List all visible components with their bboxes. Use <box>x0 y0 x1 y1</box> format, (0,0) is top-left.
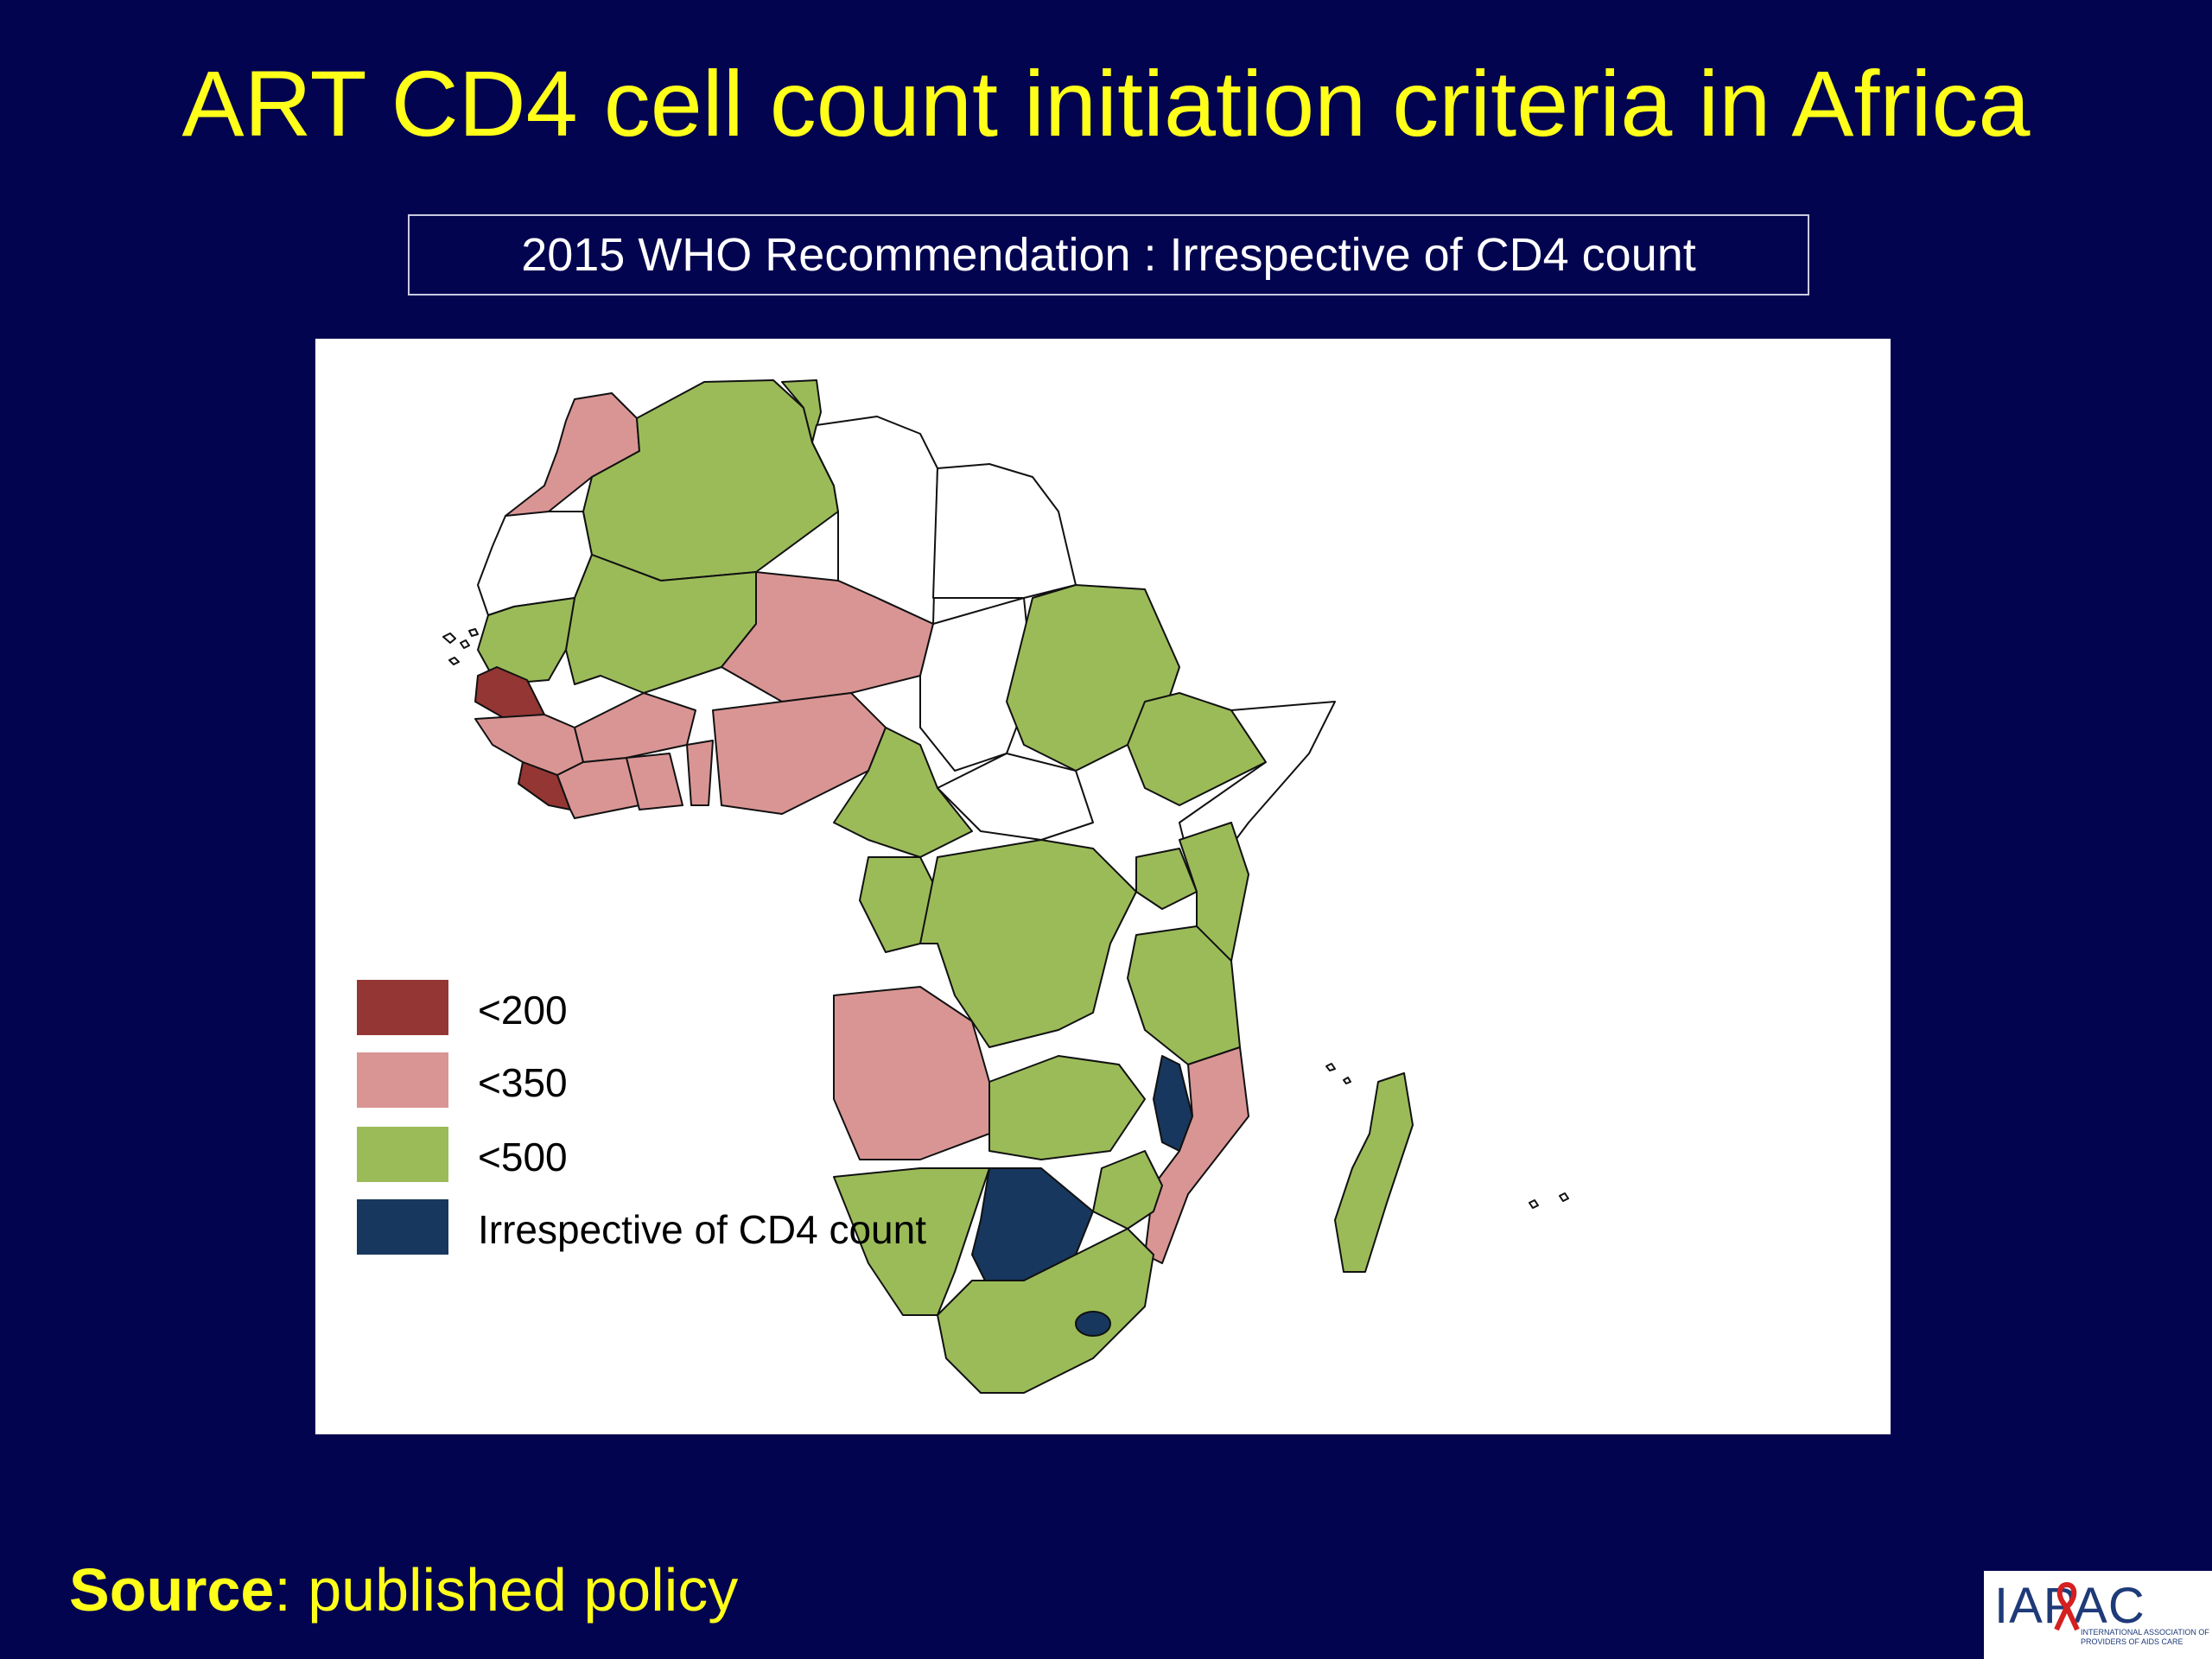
region-madagascar <box>1334 1072 1414 1273</box>
source-text: : published policy <box>274 1556 739 1624</box>
region-namibia <box>833 1167 990 1316</box>
region-mauritius <box>1529 1192 1569 1209</box>
source-label: Source <box>69 1556 275 1624</box>
legend-swatch <box>357 1199 448 1255</box>
legend-item-lt200: <200 <box>357 980 1048 1037</box>
legend-swatch <box>357 980 448 1035</box>
region-chad <box>919 597 1033 772</box>
region-zambia <box>988 1055 1146 1160</box>
legend-item-lt500: <500 <box>357 1127 1048 1184</box>
iapac-logo: IAPAC INTERNATIONAL ASSOCIATION OF PROVI… <box>1984 1571 2212 1659</box>
legend-item-lt350: <350 <box>357 1052 1048 1109</box>
region-ghana <box>626 753 683 810</box>
africa-map <box>442 379 1569 1394</box>
slide-title: ART CD4 cell count initiation criteria i… <box>181 51 2031 156</box>
logo-subtitle: INTERNATIONAL ASSOCIATION OF PROVIDERS O… <box>2081 1628 2209 1646</box>
region-west-sahel <box>477 597 575 685</box>
who-recommendation-box: 2015 WHO Recommendation : Irrespective o… <box>408 214 1809 296</box>
region-cape-verde <box>442 628 479 665</box>
legend-label: Irrespective of CD4 count <box>478 1207 927 1252</box>
region-egypt <box>932 463 1077 599</box>
red-ribbon-icon <box>2054 1581 2080 1631</box>
region-togo-benin <box>686 740 714 806</box>
region-liberia <box>518 761 571 810</box>
region-drc <box>919 839 1137 1048</box>
source-line: Source: published policy <box>69 1551 738 1629</box>
region-uganda <box>1135 848 1198 910</box>
region-south-africa <box>937 1228 1154 1394</box>
region-ethiopia <box>1127 692 1267 806</box>
map-panel: <200 <350 <500 Irrespective of CD4 count <box>315 339 1891 1434</box>
legend-swatch <box>357 1052 448 1108</box>
region-car <box>937 753 1094 841</box>
region-algeria <box>582 379 839 582</box>
region-niger <box>721 571 934 702</box>
legend-label: <200 <box>478 988 568 1033</box>
legend-swatch <box>357 1127 448 1182</box>
legend-item-irrespective: Irrespective of CD4 count <box>357 1199 1048 1256</box>
region-comoros <box>1325 1063 1351 1084</box>
legend-label: <500 <box>478 1135 568 1179</box>
region-burkina <box>574 692 696 763</box>
region-lesotho <box>1075 1311 1111 1337</box>
legend-label: <350 <box>478 1060 568 1105</box>
